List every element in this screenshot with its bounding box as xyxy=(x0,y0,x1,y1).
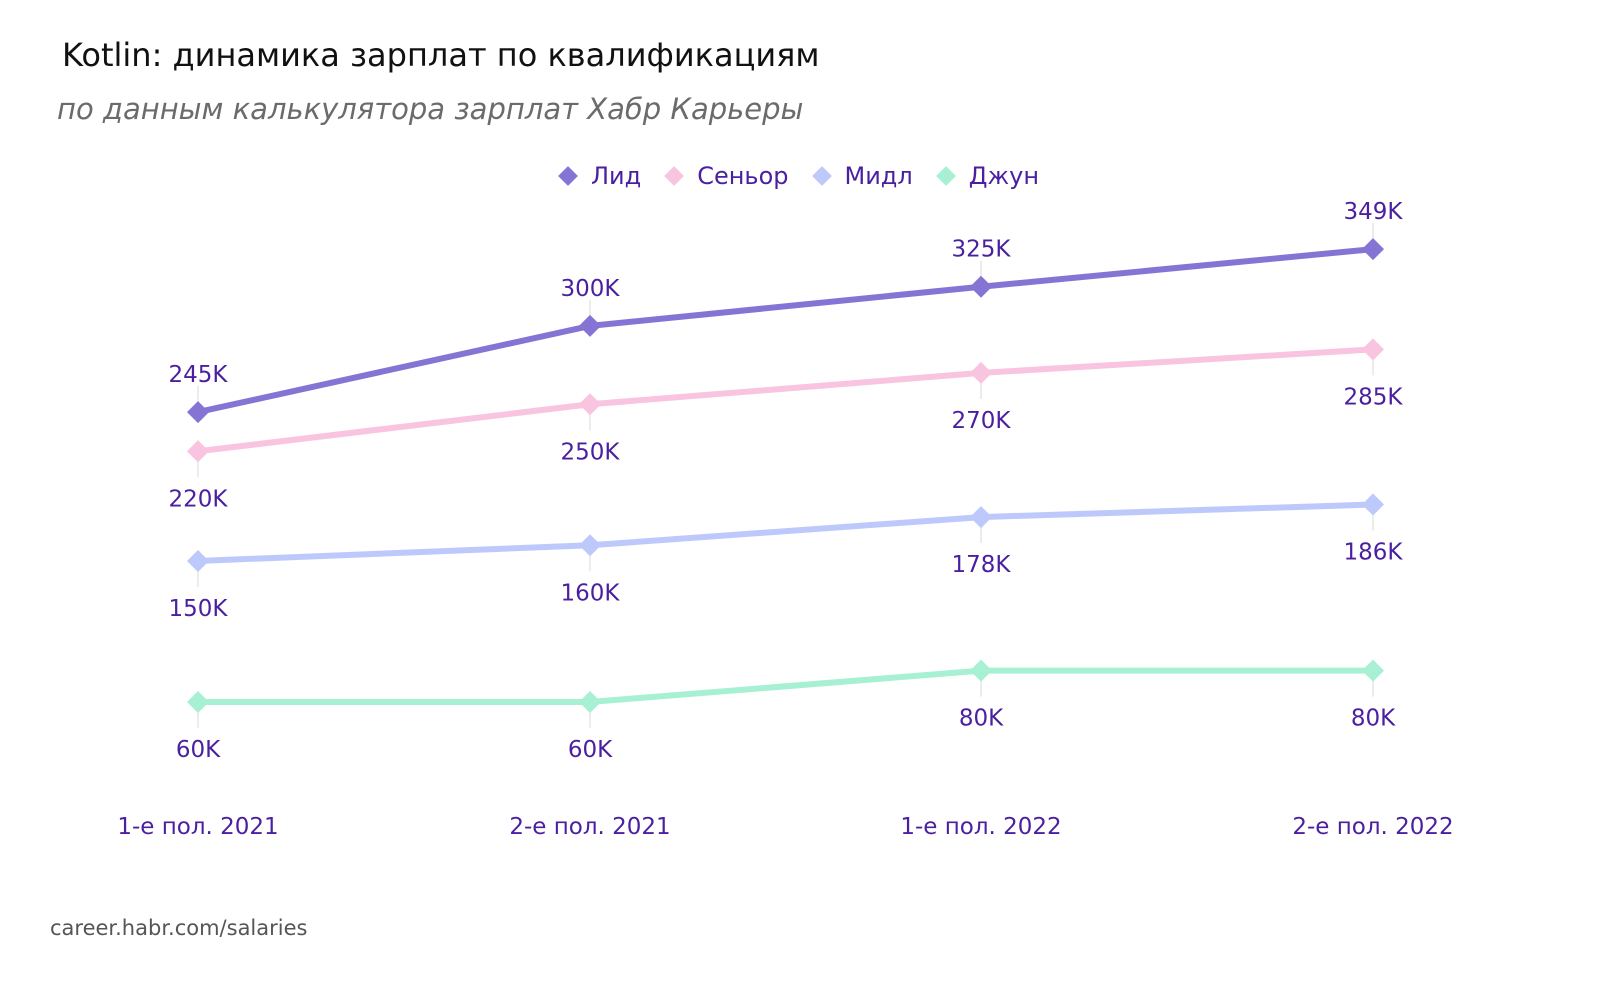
data-point-marker[interactable] xyxy=(187,401,209,424)
data-point-marker[interactable] xyxy=(579,393,601,416)
series-line xyxy=(197,246,1374,416)
data-point-marker[interactable] xyxy=(187,549,209,572)
data-label: 60K xyxy=(568,737,613,763)
x-axis-tick-label: 2-е пол. 2022 xyxy=(1292,814,1453,840)
source-caption: career.habr.com/salaries xyxy=(50,916,308,940)
data-label: 60K xyxy=(176,737,221,763)
data-point-marker[interactable] xyxy=(970,361,992,384)
data-point-marker[interactable] xyxy=(970,659,992,682)
legend-label: Джун xyxy=(968,162,1040,190)
data-label: 220K xyxy=(169,486,229,512)
data-label: 285K xyxy=(1344,384,1404,410)
series-line xyxy=(197,501,1374,564)
x-axis-tick-label: 2-е пол. 2021 xyxy=(509,814,670,840)
data-point-marker[interactable] xyxy=(579,534,601,557)
legend-label: Сеньор xyxy=(697,162,789,190)
data-point-marker[interactable] xyxy=(1362,493,1384,516)
legend-item[interactable]: Мидл xyxy=(811,162,913,190)
data-point-marker[interactable] xyxy=(970,506,992,529)
data-point-marker[interactable] xyxy=(579,314,601,337)
chart-legend: Лид Сеньор Мидл Джун xyxy=(0,162,1600,190)
data-point-marker[interactable] xyxy=(1362,338,1384,361)
data-label: 245K xyxy=(169,362,229,388)
data-point-marker[interactable] xyxy=(970,275,992,298)
data-label: 150K xyxy=(169,596,229,622)
legend-label: Лид xyxy=(590,162,642,190)
x-axis-tick-label: 1-е пол. 2021 xyxy=(117,814,278,840)
data-label: 80K xyxy=(959,706,1004,732)
data-label: 186K xyxy=(1344,540,1404,566)
data-point-marker[interactable] xyxy=(187,690,209,713)
series-line xyxy=(198,667,1373,705)
data-label: 349K xyxy=(1344,199,1404,225)
legend-item[interactable]: Сеньор xyxy=(664,162,789,190)
data-label: 80K xyxy=(1351,706,1396,732)
data-label: 178K xyxy=(952,552,1012,578)
chart-subtitle: по данным калькулятора зарплат Хабр Карь… xyxy=(57,92,804,126)
data-label: 325K xyxy=(952,237,1012,263)
legend-item[interactable]: Джун xyxy=(935,162,1040,190)
data-point-marker[interactable] xyxy=(1362,238,1384,261)
x-axis-tick-label: 1-е пол. 2022 xyxy=(900,814,1061,840)
data-label: 250K xyxy=(561,439,621,465)
chart-title: Kotlin: динамика зарплат по квалификация… xyxy=(62,36,820,74)
data-label: 160K xyxy=(561,580,621,606)
data-label: 270K xyxy=(952,408,1012,434)
data-point-marker[interactable] xyxy=(579,690,601,713)
data-point-marker[interactable] xyxy=(187,440,209,463)
legend-label: Мидл xyxy=(844,162,913,190)
data-label: 300K xyxy=(561,276,621,302)
data-point-marker[interactable] xyxy=(1362,659,1384,682)
series-line xyxy=(197,346,1374,455)
legend-item[interactable]: Лид xyxy=(558,162,642,190)
